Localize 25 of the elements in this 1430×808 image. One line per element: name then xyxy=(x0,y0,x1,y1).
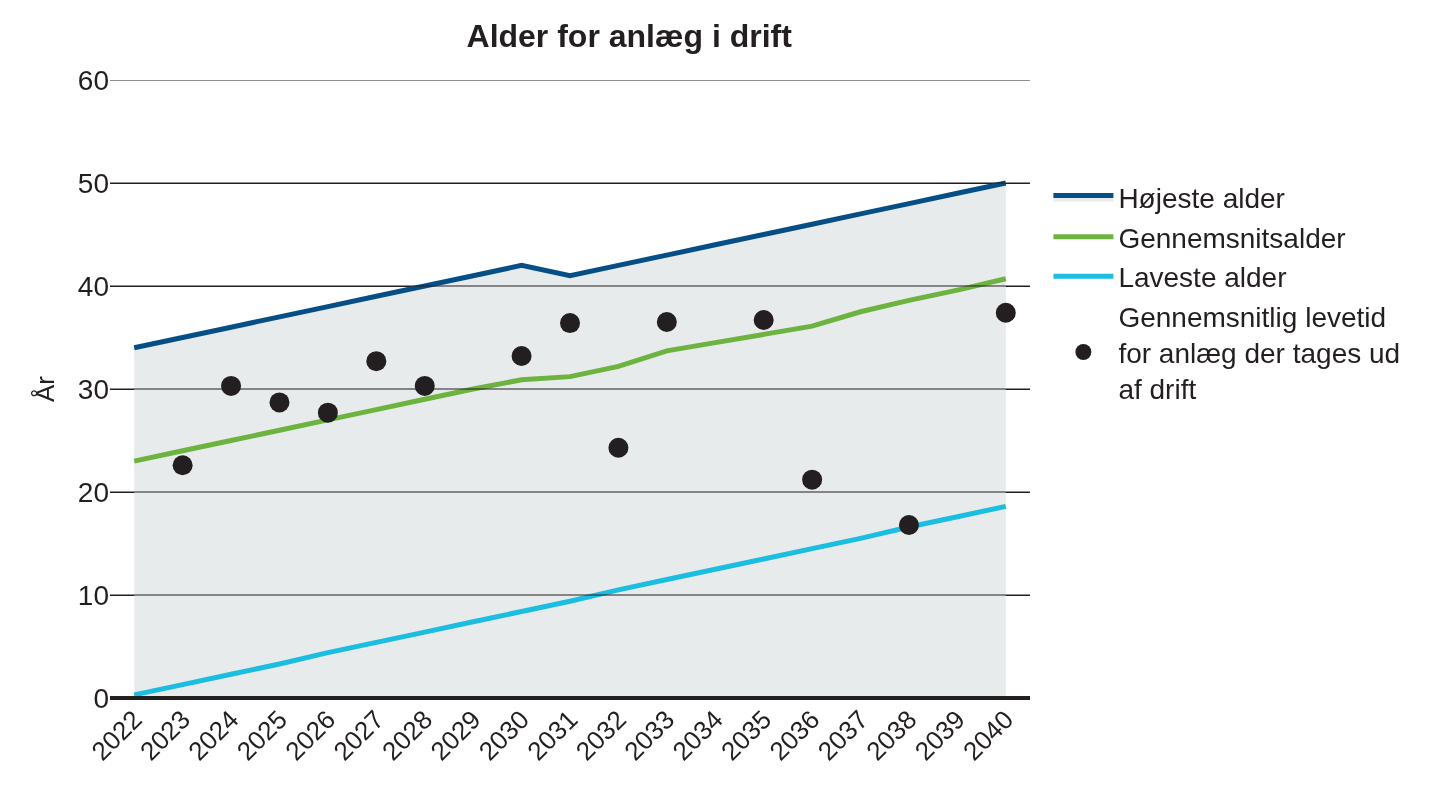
legend-label: Højeste alder xyxy=(1118,183,1285,215)
chart-title: Alder for anlæg i drift xyxy=(466,17,793,54)
point xyxy=(898,514,919,535)
point xyxy=(317,402,338,423)
point xyxy=(802,469,823,490)
legend-label: Gennemsnitlig levetid for anlæg der tages ud af drift xyxy=(1118,301,1401,406)
point xyxy=(560,313,580,334)
point xyxy=(995,302,1016,323)
point xyxy=(608,437,629,458)
y-tick-label: 50 xyxy=(77,167,109,199)
y-axis-title: År xyxy=(30,375,61,402)
point xyxy=(269,392,290,413)
y-tick-label: 20 xyxy=(77,476,109,508)
point xyxy=(172,455,193,476)
legend-label: Laveste alder xyxy=(1118,262,1287,294)
point xyxy=(511,346,532,367)
legend-label: Gennemsnitsalder xyxy=(1118,222,1346,254)
point xyxy=(753,309,774,330)
point xyxy=(656,312,677,333)
y-tick-label: 60 xyxy=(77,64,109,96)
y-tick-label: 30 xyxy=(77,373,109,405)
y-tick-label: 10 xyxy=(77,579,109,611)
point xyxy=(366,351,387,372)
y-tick-label: 40 xyxy=(77,270,109,302)
y-tick-label: 0 xyxy=(93,682,109,714)
